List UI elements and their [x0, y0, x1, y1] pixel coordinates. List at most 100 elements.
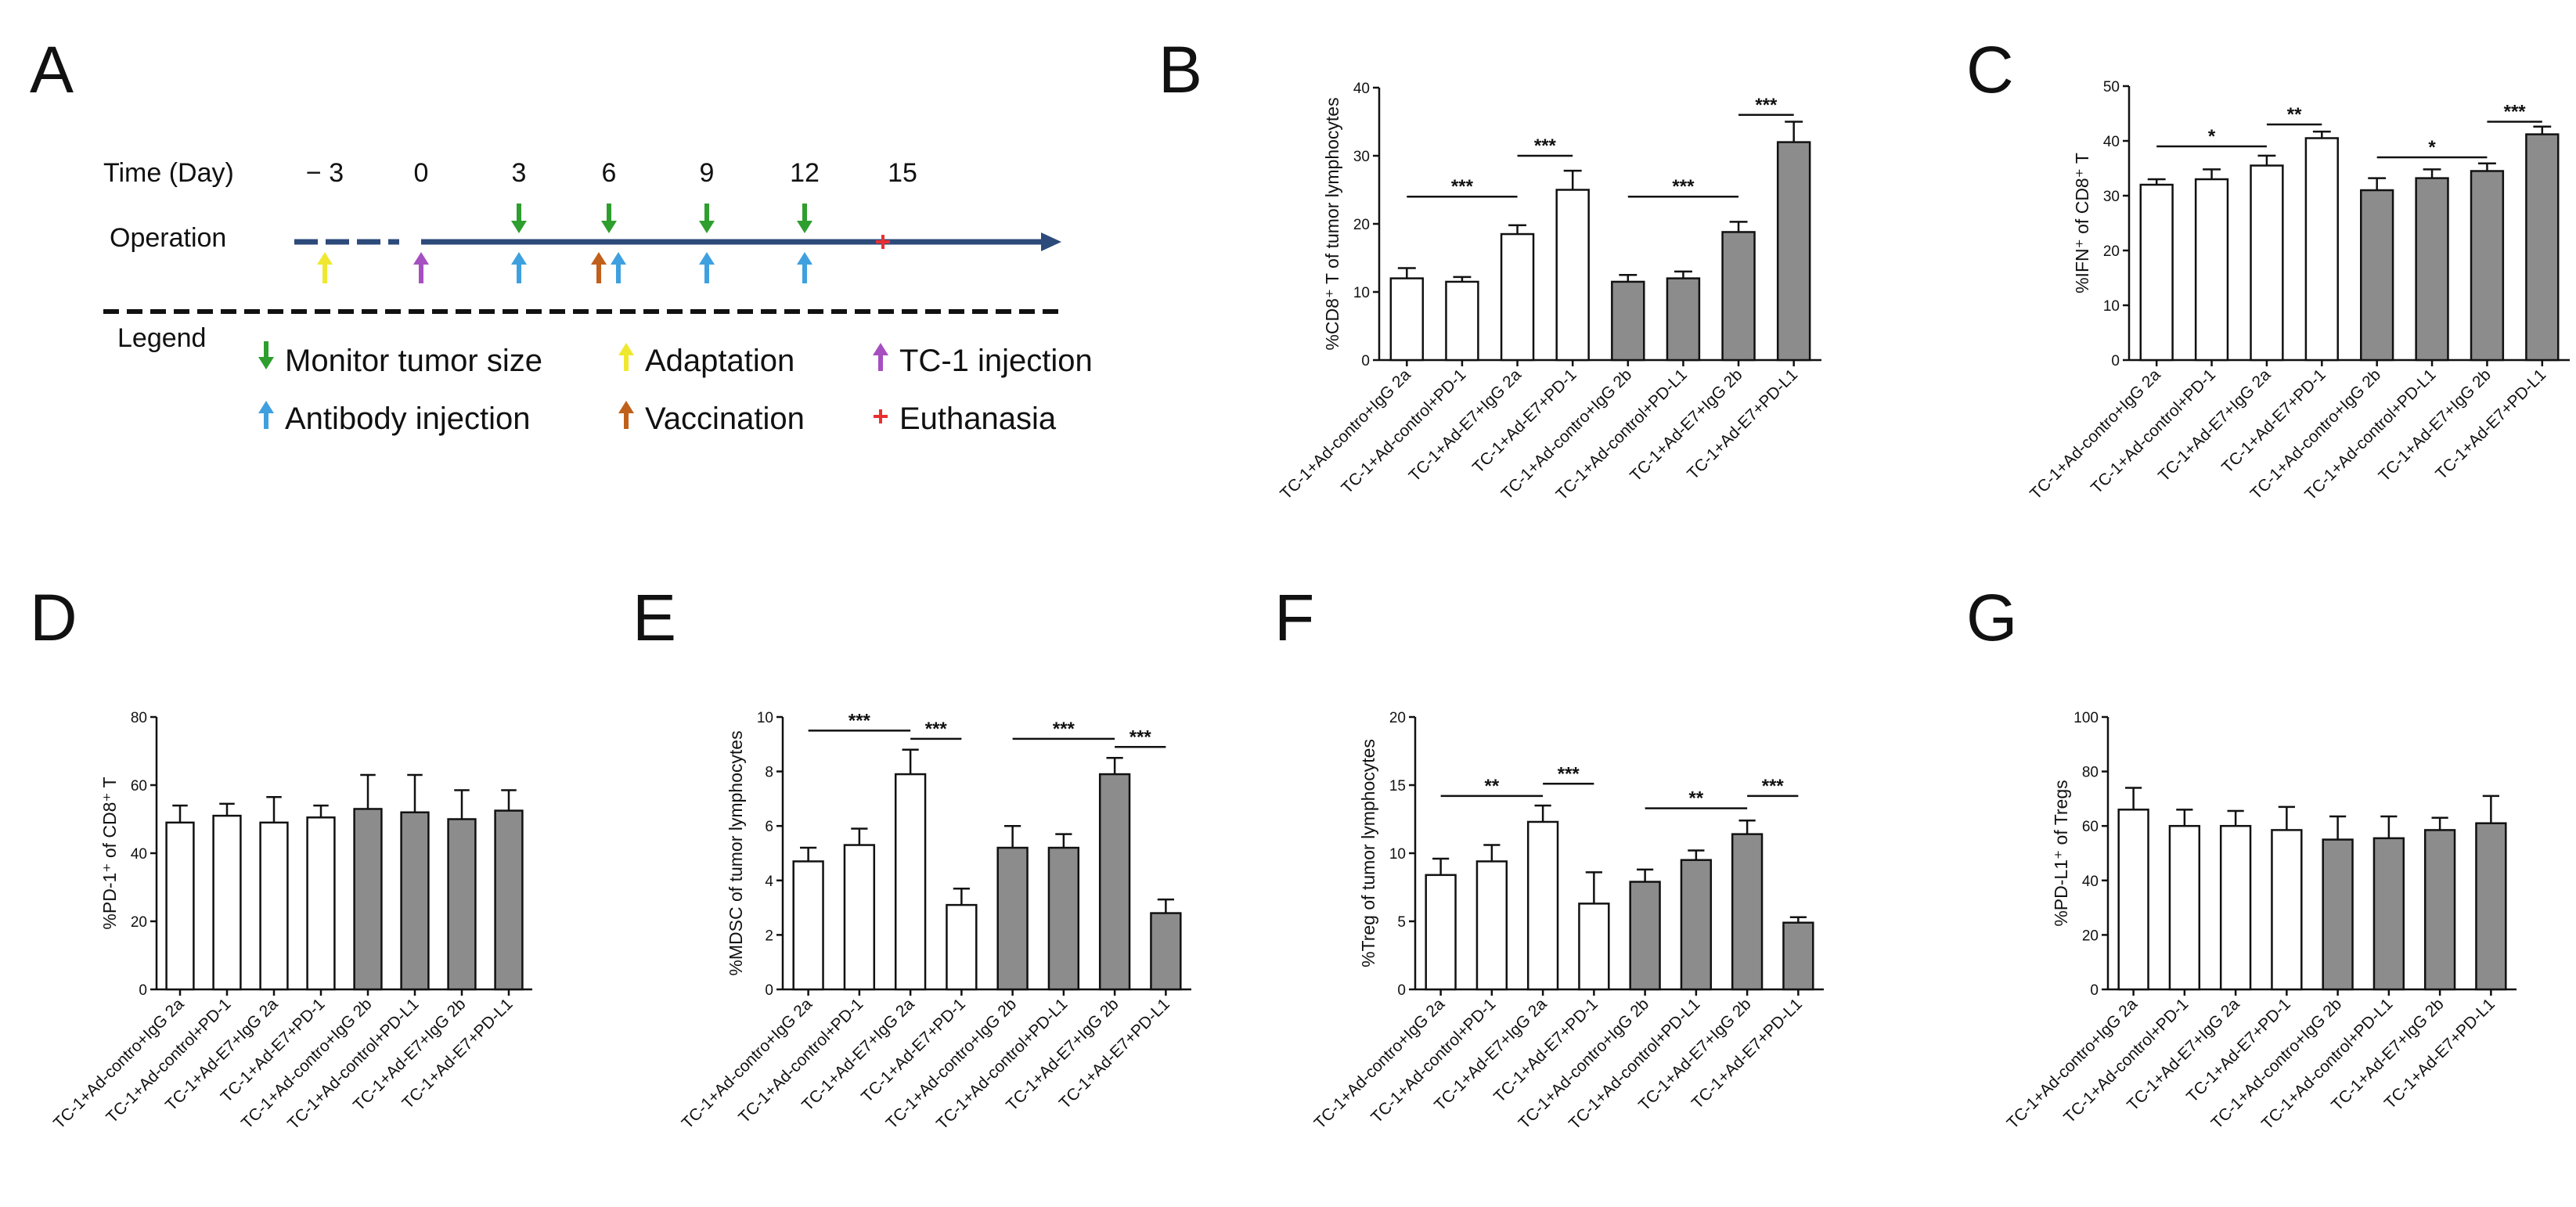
monitor-down-arrow-icon-head	[511, 221, 527, 233]
chart-b-bar	[1611, 280, 1645, 362]
tc1-legend-up-arrow-icon	[873, 343, 888, 371]
legend-label: Legend	[117, 323, 206, 353]
chart-g-y-tick-label: 0	[2090, 982, 2099, 999]
chart-d-bar	[400, 811, 430, 991]
chart-d-bar	[306, 816, 336, 991]
vaccination-up-arrow-icon	[591, 252, 607, 283]
vaccination-legend-up-arrow-icon	[618, 401, 634, 429]
chart-b-y-label: %CD8⁺ T of tumor lymphocytes	[1322, 97, 1342, 350]
monitor-down-arrow-icon	[797, 204, 812, 233]
chart-c-significance-label: *	[2208, 126, 2216, 147]
day-label: 9	[700, 158, 715, 188]
panel-letter-f: F	[1274, 581, 1314, 654]
time-axis-label: Time (Day)	[103, 158, 234, 188]
monitor-down-arrow-icon	[511, 204, 527, 233]
chart-b-bar	[1776, 141, 1811, 362]
chart-c-significance-label: ***	[2504, 102, 2527, 123]
chart-f-bar	[1680, 859, 1713, 991]
chart-b-bar	[1500, 232, 1535, 362]
panel-letter-e: E	[632, 581, 676, 654]
panel-letter-d: D	[30, 581, 77, 654]
chart-f-significance-label: ***	[1762, 776, 1785, 797]
chart-b-bar	[1666, 277, 1701, 362]
panel-letter-a: A	[30, 33, 74, 106]
chart-g-bar	[2423, 829, 2456, 991]
chart-e-bar	[792, 860, 824, 991]
chart-b-y-tick-label: 40	[1353, 81, 1370, 97]
chart-g-y-tick-label: 60	[2082, 819, 2099, 835]
antibody-up-arrow-icon	[611, 252, 626, 283]
chart-c-bar	[2194, 178, 2229, 362]
operation-label: Operation	[110, 223, 226, 253]
panel-letter-g: G	[1966, 581, 2017, 654]
adaptation-legend-label: Adaptation	[645, 344, 794, 378]
timeline-panel: Time (Day) Operation Legend − 3 0 3 6 9 12 15 …	[103, 158, 1093, 436]
chart-d-y-tick-label: 0	[139, 982, 147, 999]
chart-e-bar	[946, 903, 978, 991]
chart-g-y-tick-label: 40	[2082, 874, 2099, 890]
chart-f-bar	[1629, 881, 1661, 991]
chart-f-bar	[1425, 874, 1457, 991]
chart-f-significance-label: ***	[1558, 763, 1580, 784]
chart-e-bar	[996, 846, 1029, 991]
monitor-down-arrow-icon	[601, 204, 617, 233]
monitor-legend-down-arrow-icon-head	[258, 357, 274, 369]
tc1-injection-up-arrow-icon	[413, 252, 429, 283]
adaptation-up-arrow-icon	[317, 252, 333, 283]
chart-e-significance-label: ***	[1053, 719, 1075, 740]
day-label: 0	[414, 158, 429, 188]
chart-b: 0 10 20 30 40 %CD8⁺ T of tumor lymphocytes TC-…	[1277, 81, 1821, 504]
chart-d-y-tick-label: 20	[131, 914, 147, 931]
day-label: − 3	[306, 158, 344, 188]
chart-f-bar	[1731, 833, 1764, 991]
chart-g-y-tick-label: 80	[2082, 765, 2099, 781]
chart-g-bar	[2271, 829, 2303, 991]
chart-b-significance-label: ***	[1451, 176, 1474, 197]
chart-e-bar	[894, 773, 927, 991]
tc1-legend-label: TC-1 injection	[899, 344, 1093, 378]
chart-e-y-tick-label: 6	[765, 819, 773, 835]
antibody-legend-label: Antibody injection	[285, 402, 531, 436]
chart-f-significance-label: **	[1485, 776, 1500, 797]
chart-g-bar	[2475, 822, 2507, 991]
chart-b-bar	[1555, 189, 1590, 362]
day-label: 3	[512, 158, 527, 188]
chart-d-bar	[259, 821, 289, 991]
chart-d-bar	[165, 821, 195, 991]
chart-e-bar	[1098, 773, 1131, 991]
chart-c-y-tick-label: 50	[2103, 79, 2120, 95]
chart-g-y-label: %PD-L1⁺ of Tregs	[2051, 780, 2071, 926]
chart-f-y-tick-label: 10	[1389, 846, 1406, 863]
chart-f-significance-label: **	[1689, 788, 1704, 809]
tc1-legend-up-arrow-icon-head	[873, 343, 888, 355]
timeline-arrows	[317, 204, 890, 283]
chart-d-bar	[447, 818, 477, 991]
euthanasia-legend-label: Euthanasia	[899, 402, 1057, 436]
chart-g-bar	[2322, 838, 2354, 991]
day-label: 15	[888, 158, 917, 188]
chart-e-significance-label: ***	[1129, 726, 1152, 748]
chart-g-bar	[2168, 824, 2201, 991]
vaccination-up-arrow-icon-head	[591, 252, 607, 265]
monitor-legend-down-arrow-icon	[258, 341, 274, 369]
chart-e-bar	[1150, 912, 1182, 991]
euthanasia-star-icon	[876, 235, 890, 249]
adaptation-legend-up-arrow-icon-head	[618, 343, 634, 355]
antibody-up-arrow-icon-head	[611, 252, 626, 265]
monitor-down-arrow-icon-head	[699, 221, 715, 233]
chart-f-y-label: %Treg of tumor lymphocytes	[1358, 739, 1378, 967]
chart-g-y-tick-label: 20	[2082, 928, 2099, 944]
chart-d-y-label: %PD-1⁺ of CD8⁺ T	[99, 776, 120, 929]
chart-c-significance-label: *	[2428, 137, 2436, 158]
monitor-down-arrow-icon-head	[601, 221, 617, 233]
chart-c-y-tick-label: 20	[2103, 243, 2120, 260]
chart-e-y-tick-label: 8	[765, 765, 773, 781]
chart-d-bar	[494, 809, 524, 991]
panel-letter-c: C	[1966, 33, 2014, 106]
antibody-up-arrow-icon-head	[699, 252, 715, 265]
chart-d-bar	[212, 814, 242, 991]
